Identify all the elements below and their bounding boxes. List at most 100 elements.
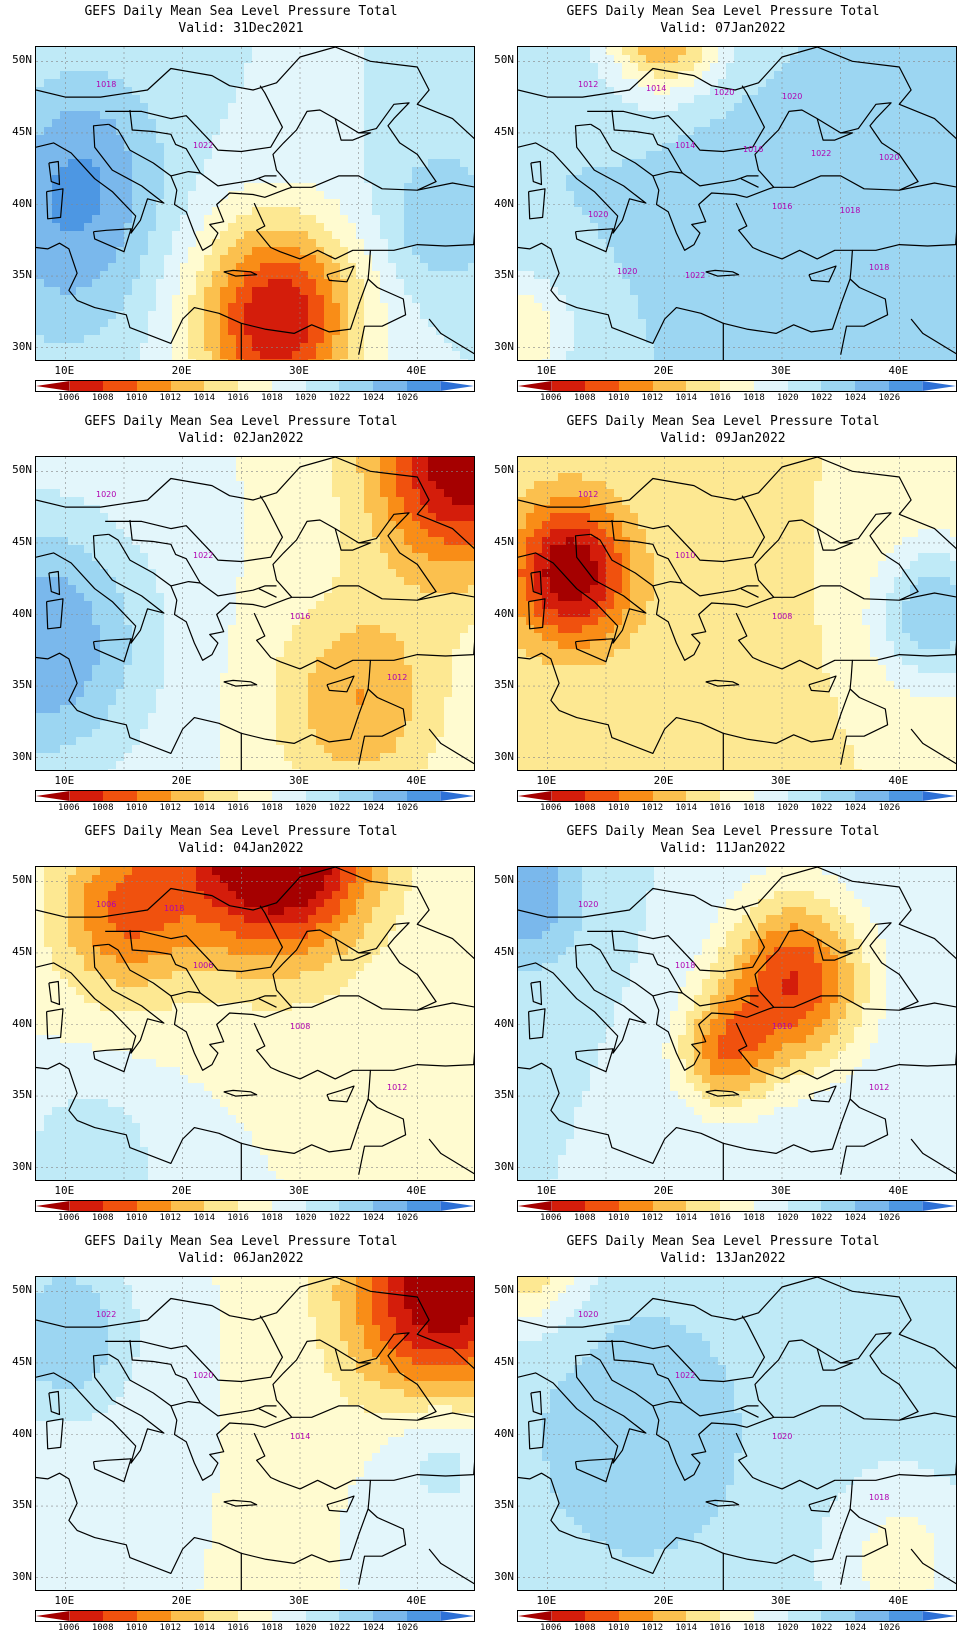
pressure-field: 1018 1022	[36, 47, 474, 360]
colorbar-tick-label: 1014	[675, 393, 698, 403]
colorbar-tick-label: 1014	[675, 1213, 698, 1223]
filled-contours	[518, 457, 956, 770]
colorbar-tick-label: 1024	[844, 803, 867, 813]
colorbar-tick-label: 1012	[159, 803, 182, 813]
colorbar-swatch	[753, 381, 788, 391]
map-panel: GEFS Daily Mean Sea Level Pressure Total…	[0, 0, 482, 410]
longitude-label: 20E	[653, 1184, 674, 1197]
colorbar-swatch	[305, 381, 340, 391]
latitude-label: 30N	[494, 749, 514, 763]
colorbar-swatch	[305, 1611, 340, 1621]
latitude-label: 45N	[494, 534, 514, 548]
longitude-label: 10E	[54, 1184, 75, 1197]
colorbar-tick-label: 1022	[810, 1213, 833, 1223]
longitude-label: 40E	[406, 1184, 427, 1197]
coastline	[129, 519, 201, 584]
colorbar-tick-label: 1006	[540, 803, 562, 813]
longitude-label: 20E	[171, 1184, 192, 1197]
coastline	[223, 679, 258, 687]
colorbar-swatch	[652, 381, 687, 391]
coastline	[48, 1390, 61, 1416]
coastline	[370, 1461, 474, 1481]
filled-contours	[36, 1277, 474, 1590]
colorbar-swatch	[585, 381, 620, 391]
contour-label: 1014	[290, 1432, 310, 1441]
colorbar-swatch	[787, 791, 822, 801]
coastline	[417, 182, 474, 191]
colorbar-swatch	[686, 1201, 721, 1211]
contour-label: 1016	[772, 202, 792, 211]
colorbar-tick-label: 1022	[328, 803, 351, 813]
colorbar-tick-label: 1014	[675, 803, 698, 813]
colorbar-tick-label: 1018	[743, 1213, 765, 1223]
colorbar-tick-label: 1020	[776, 1623, 799, 1633]
coastline	[108, 512, 437, 661]
colorbar-tick-label: 1026	[396, 1213, 419, 1223]
colorbar-ticks: 1006 1008 1010 1012 1014 1016 1018 1020 1022 1024…	[35, 393, 475, 405]
pressure-field: 1020 1022 1020 1018	[518, 1277, 956, 1590]
coastline	[740, 178, 759, 188]
coastline	[518, 123, 647, 234]
colorbar-swatch	[652, 1201, 687, 1211]
coastline	[518, 457, 956, 550]
coastline	[574, 638, 614, 663]
colorbar-swatch	[619, 381, 653, 391]
contour-label: 1012	[578, 80, 598, 89]
graticule	[518, 457, 956, 770]
longitude-label: 30E	[771, 774, 791, 787]
longitude-label: 20E	[653, 364, 674, 377]
latitude-label: 35N	[494, 268, 514, 282]
coastlines	[36, 867, 474, 1180]
contour-label: 1008	[290, 1022, 310, 1031]
contour-label: 1018	[96, 80, 116, 89]
coastline	[518, 943, 647, 1054]
latitude-label: 50N	[12, 1283, 32, 1297]
latitude-label: 30N	[494, 1569, 514, 1583]
colorbar-tick-label: 1006	[540, 1213, 562, 1223]
colorbar-swatch	[339, 791, 373, 801]
coastline	[92, 1048, 132, 1073]
longitude-label: 40E	[406, 364, 427, 377]
filled-contours	[518, 1277, 956, 1590]
map-panel: GEFS Daily Mean Sea Level Pressure Total…	[0, 410, 482, 820]
colorbar-swatch	[854, 791, 889, 801]
colorbar-tick-label: 1020	[294, 393, 317, 403]
contour-labels: 1012 1010 1008	[578, 490, 792, 621]
colorbar-tick-label: 1018	[743, 803, 765, 813]
coastline	[46, 598, 64, 630]
colorbar-swatch	[339, 1201, 373, 1211]
colorbar-swatch	[103, 1611, 138, 1621]
coastline	[46, 1418, 64, 1450]
colorbar-swatch	[585, 1201, 620, 1211]
colorbar-tick-label: 1006	[58, 1623, 80, 1633]
latitude-label: 50N	[12, 873, 32, 887]
coastline	[36, 1353, 165, 1464]
colorbar-tick-label: 1006	[58, 393, 80, 403]
coastline	[358, 1508, 407, 1585]
colorbar-tick-label: 1018	[261, 1623, 283, 1633]
colorbar-swatch	[551, 381, 586, 391]
colorbar-ticks: 1006 1008 1010 1012 1014 1016 1018 1020 1022 1024…	[517, 393, 957, 405]
contour-label: 1018	[675, 961, 695, 970]
longitude-label: 30E	[771, 1184, 791, 1197]
colorbar-swatch	[821, 1611, 855, 1621]
colorbar-swatch	[619, 1201, 653, 1211]
coastline	[48, 570, 61, 596]
latitude-label: 40N	[494, 196, 514, 210]
coastline	[590, 1332, 919, 1481]
coastlines	[518, 47, 956, 360]
contour-label: 1018	[164, 904, 184, 913]
colorbar-swatch	[69, 1201, 104, 1211]
longitude-label: 30E	[289, 364, 309, 377]
latitude-label: 45N	[12, 534, 32, 548]
coastline	[108, 102, 437, 251]
pressure-field: 1006 1006 1008 1012 1018	[36, 867, 474, 1180]
colorbar-tick-label: 1014	[193, 1213, 216, 1223]
coastline	[899, 182, 956, 191]
graticule	[36, 867, 474, 1180]
colorbar-swatch	[720, 791, 754, 801]
colorbar-tick-label: 1026	[396, 1623, 419, 1633]
colorbar-tick-label: 1018	[743, 393, 765, 403]
coastline	[611, 1339, 683, 1404]
colorbar-tick-label: 1008	[573, 1213, 596, 1223]
